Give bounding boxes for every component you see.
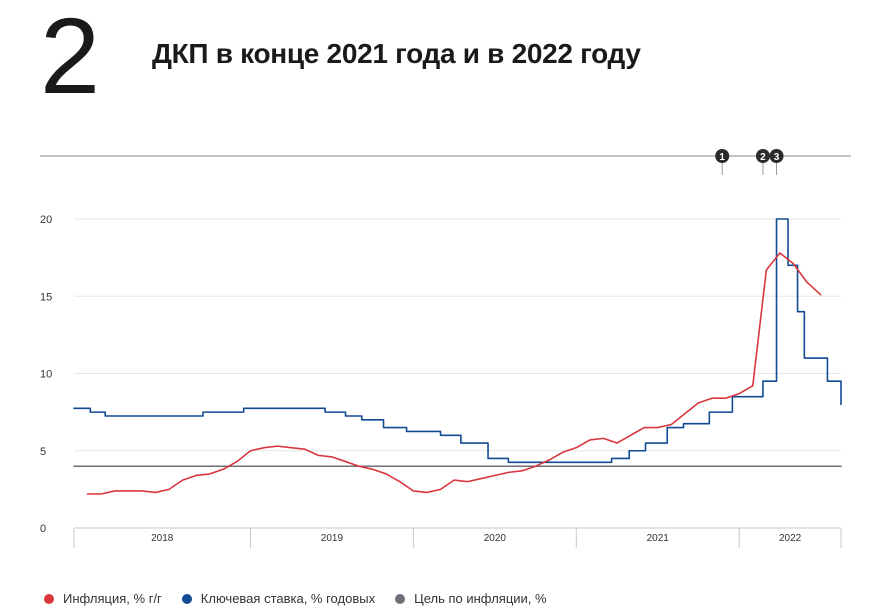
x-tick-label-2019: 2019 [321, 533, 344, 544]
y-tick-label-10: 10 [40, 369, 52, 381]
y-tick-label-5: 5 [40, 446, 46, 458]
x-tick-label-2022: 2022 [779, 533, 802, 544]
legend-dot-inflation [44, 593, 54, 604]
x-tick-label-2020: 2020 [484, 533, 507, 544]
marker-circle-3 [769, 149, 784, 163]
x-tick-label-2018: 2018 [151, 533, 174, 544]
y-tick-label-15: 15 [40, 291, 52, 303]
legend-item-key-rate: Ключевая ставка, % годовых [181, 591, 376, 606]
series-layer [73, 218, 842, 495]
legend-dot-key-rate [181, 593, 192, 604]
legend-item-inflation: Инфляция, % г/г [44, 591, 162, 606]
x-tick-label-2021: 2021 [647, 533, 670, 544]
legend-item-target: Цель по инфляции, % [395, 591, 547, 606]
series-key-rate [73, 218, 842, 464]
marker-circle-1 [715, 149, 730, 163]
marker-label-3: 3 [774, 152, 780, 163]
marker-label-2: 2 [760, 152, 766, 163]
legend-label-key-rate: Ключевая ставка, % годовых [200, 591, 376, 606]
legend-dot-target [395, 593, 406, 604]
grid-lines [74, 218, 841, 452]
y-tick-label-20: 20 [40, 214, 52, 226]
legend-label-target: Цель по инфляции, % [414, 591, 547, 606]
y-tick-label-0: 0 [40, 523, 46, 535]
legend: Инфляция, % г/г Ключевая ставка, % годов… [44, 591, 567, 606]
y-axis-labels: 0 5 10 15 20 [40, 214, 52, 535]
x-axis: 2018 2019 2020 2021 2022 [73, 527, 842, 548]
series-inflation [86, 252, 822, 495]
section-number: 2 [40, 0, 100, 116]
marker-label-1: 1 [719, 152, 725, 163]
marker-circle-2 [755, 149, 770, 163]
page-title: ДКП в конце 2021 года и в 2022 году [152, 38, 641, 69]
legend-label-inflation: Инфляция, % г/г [63, 591, 162, 606]
